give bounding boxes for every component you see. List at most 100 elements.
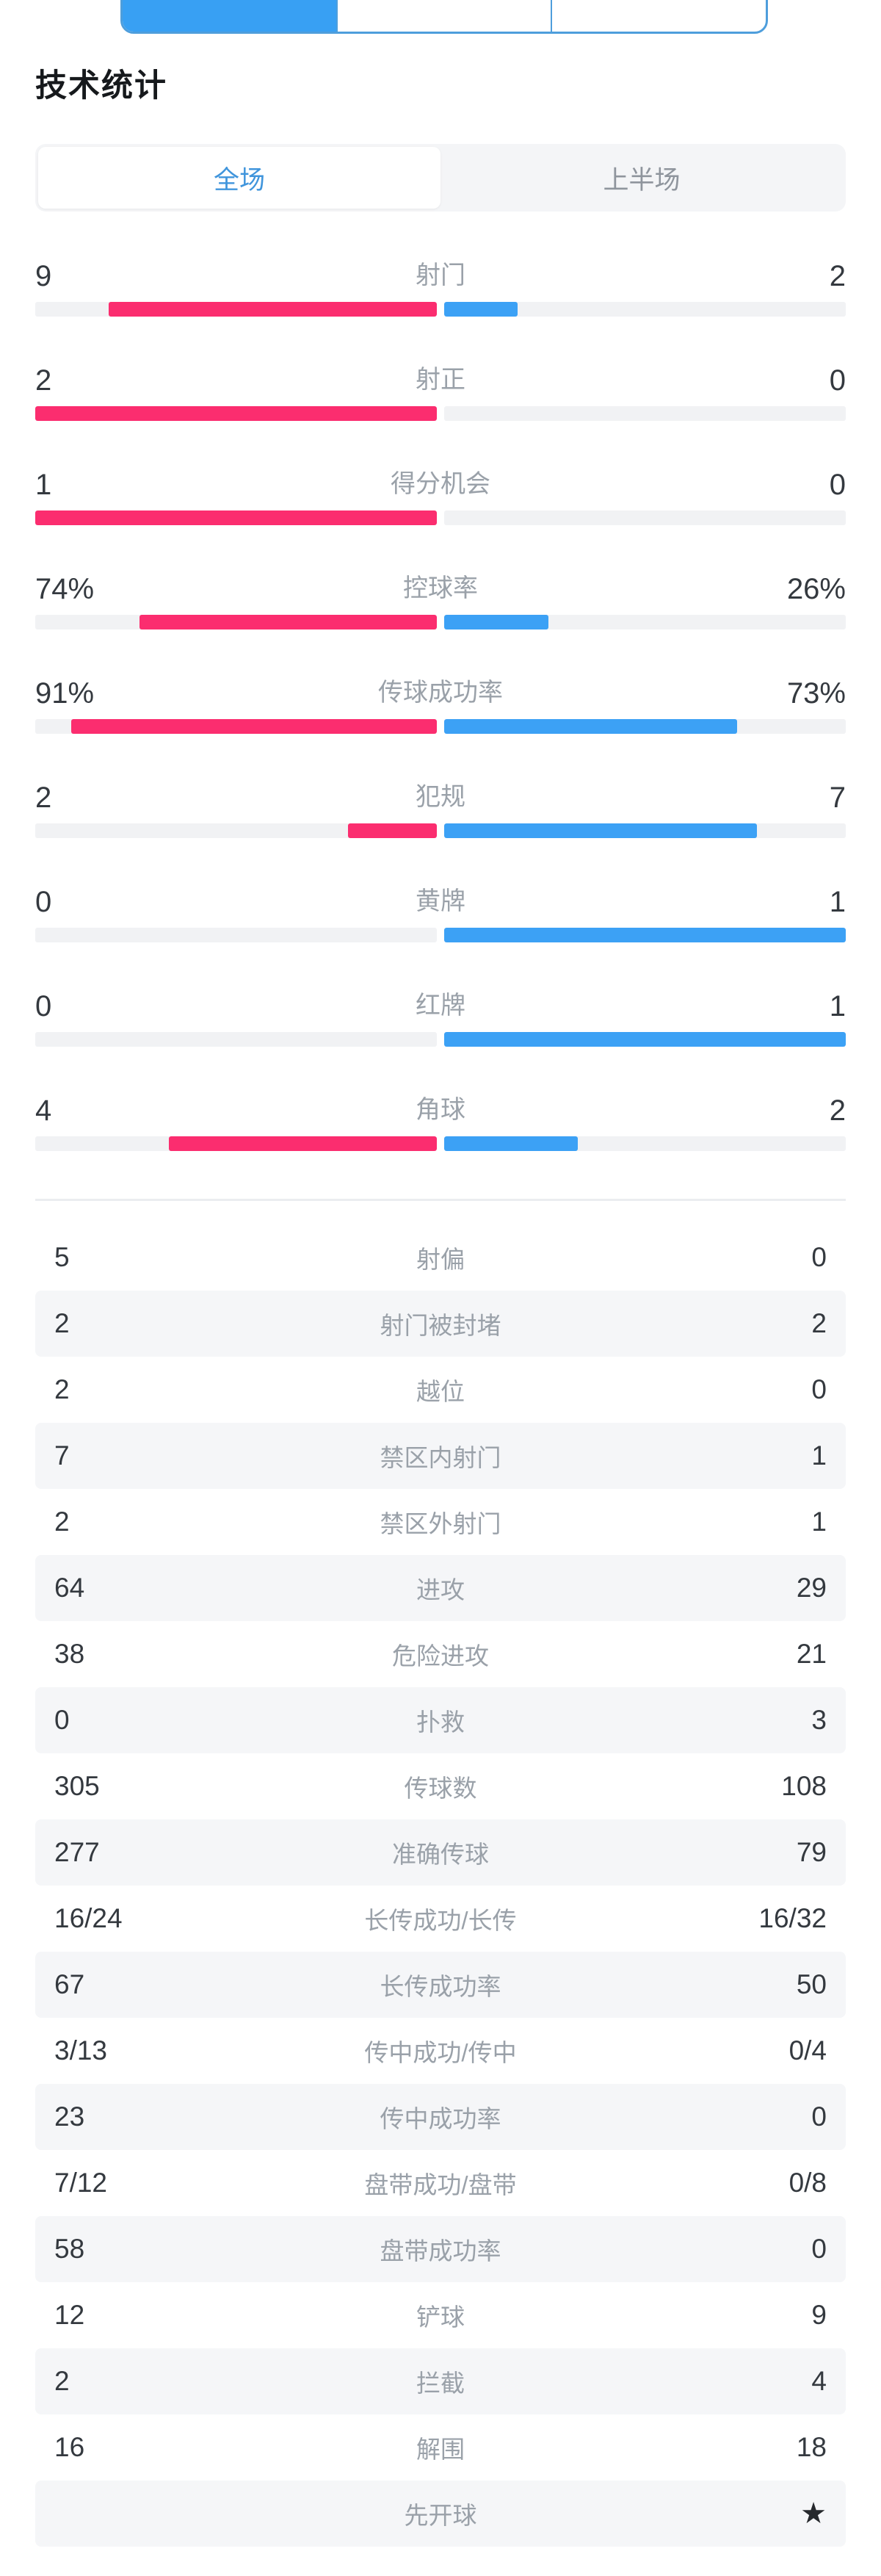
home-bar-fill[interactable] [71, 719, 437, 734]
home-value[interactable]: 64 [54, 1573, 85, 1603]
home-value[interactable]: 305 [54, 1771, 100, 1801]
tab-full-match[interactable]: 全场 [38, 147, 440, 209]
away-bar-track[interactable] [444, 510, 846, 525]
stat-bar-row[interactable]: 4 角球 2 [35, 1094, 846, 1151]
home-value[interactable]: 0 [35, 990, 52, 1022]
stat-label[interactable]: 角球 [416, 1096, 465, 1124]
stat-label[interactable]: 先开球 [404, 2502, 477, 2529]
stat-bar-track[interactable] [35, 928, 846, 942]
away-value[interactable]: 1 [829, 990, 846, 1022]
home-value[interactable]: 67 [54, 1969, 85, 1999]
stat-bar-head[interactable]: 74% 控球率 26% [35, 573, 846, 605]
away-value[interactable]: 1 [811, 1507, 827, 1537]
top-tab-segment-active[interactable] [123, 0, 336, 32]
home-bar-fill[interactable] [108, 302, 437, 317]
stat-label[interactable]: 盘带成功/盘带 [364, 2171, 517, 2198]
away-value[interactable]: 9 [811, 2300, 827, 2330]
stat-bar-track[interactable] [35, 615, 846, 629]
stat-label[interactable]: 拦截 [416, 2370, 465, 2397]
stat-label[interactable]: 犯规 [416, 783, 465, 811]
away-value[interactable]: 21 [796, 1639, 827, 1669]
kickoff-star-icon[interactable]: ★ [800, 2497, 827, 2530]
away-bar-track[interactable] [444, 1032, 846, 1047]
list-stat-row[interactable]: 277 准确传球 79 [35, 1819, 846, 1886]
home-value[interactable]: 0 [35, 886, 52, 918]
stat-bar-head[interactable]: 2 犯规 7 [35, 782, 846, 814]
stat-label[interactable]: 盘带成功率 [380, 2237, 501, 2265]
home-value[interactable]: 5 [54, 1242, 70, 1272]
list-stat-row[interactable]: 58 盘带成功率 0 [35, 2216, 846, 2282]
list-stat-row[interactable]: 7/12 盘带成功/盘带 0/8 [35, 2150, 846, 2216]
home-value[interactable]: 58 [54, 2234, 85, 2264]
stat-bar-head[interactable]: 0 红牌 1 [35, 990, 846, 1022]
stat-label[interactable]: 黄牌 [416, 887, 465, 915]
home-value[interactable]: 1 [35, 469, 52, 501]
away-bar-track[interactable] [444, 302, 846, 317]
away-bar-fill[interactable] [444, 928, 846, 942]
stat-label[interactable]: 传球成功率 [378, 679, 503, 707]
stat-label[interactable]: 长传成功率 [380, 1973, 501, 2000]
home-value[interactable]: 2 [54, 1308, 70, 1338]
home-value[interactable]: 91% [35, 677, 95, 710]
list-stat-row[interactable]: 3/13 传中成功/传中 0/4 [35, 2018, 846, 2084]
home-value[interactable]: 0 [54, 1705, 70, 1735]
stat-label[interactable]: 长传成功/长传 [364, 1907, 517, 1934]
home-bar-fill[interactable] [169, 1136, 437, 1151]
stat-label[interactable]: 射正 [416, 366, 465, 394]
away-value[interactable]: 1 [811, 1440, 827, 1471]
home-value[interactable]: 7 [54, 1440, 70, 1471]
top-tab-segment-3[interactable] [551, 0, 766, 32]
away-bar-fill[interactable] [444, 823, 757, 838]
list-stat-row[interactable]: 2 禁区外射门 1 [35, 1489, 846, 1555]
away-bar-fill[interactable] [444, 1032, 846, 1047]
stat-bar-row[interactable]: 2 射正 0 [35, 364, 846, 421]
list-stat-row[interactable]: 23 传中成功率 0 [35, 2084, 846, 2150]
home-value[interactable]: 12 [54, 2300, 85, 2330]
stat-bar-row[interactable]: 9 射门 2 [35, 260, 846, 317]
home-bar-fill[interactable] [347, 823, 437, 838]
home-value[interactable]: 16 [54, 2432, 85, 2462]
home-value[interactable]: 74% [35, 573, 95, 605]
stat-label[interactable]: 传球数 [404, 1775, 477, 1802]
away-value[interactable]: 50 [796, 1969, 827, 1999]
stat-label[interactable]: 传中成功/传中 [364, 2039, 517, 2066]
away-value[interactable]: 3 [811, 1705, 827, 1735]
stat-bar-track[interactable] [35, 510, 846, 525]
stat-label[interactable]: 控球率 [403, 574, 478, 602]
away-value[interactable]: 26% [786, 573, 846, 605]
stat-label[interactable]: 传中成功率 [380, 2105, 501, 2132]
home-bar-fill[interactable] [35, 406, 437, 421]
away-bar-fill[interactable] [444, 615, 549, 629]
stat-label[interactable]: 扑救 [416, 1709, 465, 1736]
home-bar-track[interactable] [35, 823, 437, 838]
stat-bar-track[interactable] [35, 719, 846, 734]
away-value[interactable]: 1 [829, 886, 846, 918]
away-value[interactable]: 2 [829, 1094, 846, 1127]
home-bar-track[interactable] [35, 928, 437, 942]
home-value[interactable]: 7/12 [54, 2168, 108, 2198]
home-bar-fill[interactable] [139, 615, 437, 629]
away-bar-track[interactable] [444, 928, 846, 942]
away-value[interactable]: 0 [829, 364, 846, 397]
list-stat-row[interactable]: 16 解围 18 [35, 2414, 846, 2481]
list-stat-row[interactable]: 16/24 长传成功/长传 16/32 [35, 1886, 846, 1952]
away-value[interactable]: 16/32 [758, 1903, 827, 1933]
away-bar-track[interactable] [444, 719, 846, 734]
stat-bar-row[interactable]: 74% 控球率 26% [35, 573, 846, 629]
tab-first-half[interactable]: 上半场 [603, 165, 681, 195]
top-tab-segment-2[interactable] [336, 0, 551, 32]
home-value[interactable]: 3/13 [54, 2035, 108, 2066]
stat-bar-row[interactable]: 0 红牌 1 [35, 990, 846, 1047]
away-value[interactable]: 7 [829, 782, 846, 814]
away-bar-track[interactable] [444, 615, 846, 629]
stat-bar-head[interactable]: 0 黄牌 1 [35, 886, 846, 918]
stat-bar-row[interactable]: 91% 传球成功率 73% [35, 677, 846, 734]
stat-label[interactable]: 准确传球 [392, 1841, 489, 1868]
home-bar-fill[interactable] [35, 510, 437, 525]
list-stat-row[interactable]: 38 危险进攻 21 [35, 1621, 846, 1687]
home-bar-track[interactable] [35, 510, 437, 525]
list-stat-row[interactable]: 2 射门被封堵 2 [35, 1291, 846, 1357]
away-bar-track[interactable] [444, 1136, 846, 1151]
stat-bar-head[interactable]: 1 得分机会 0 [35, 469, 846, 501]
away-bar-fill[interactable] [444, 302, 518, 317]
